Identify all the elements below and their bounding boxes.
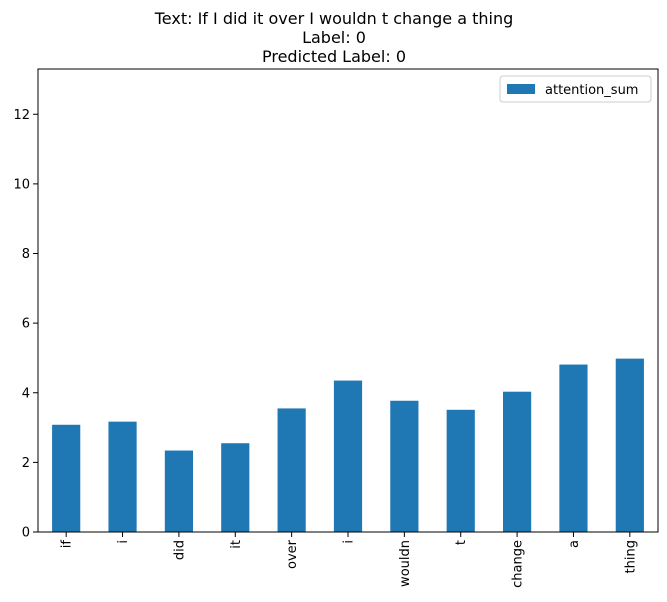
bar-1: [108, 421, 137, 532]
x-tick-label-1: i: [116, 540, 131, 544]
x-tick-label-6: wouldn: [398, 540, 413, 587]
bar-9: [559, 364, 588, 532]
y-tick-label-5: 10: [13, 177, 30, 192]
x-axis: if i did it over i wouldn t change a thing: [60, 532, 638, 588]
title-line-3: Predicted Label: 0: [262, 47, 406, 66]
bar-5: [333, 380, 363, 532]
x-tick-label-5: i: [342, 540, 357, 544]
bar-6: [390, 400, 419, 532]
title-line-2: Label: 0: [302, 28, 366, 47]
x-tick-label-10: thing: [623, 540, 638, 573]
y-tick-label-0: 0: [22, 526, 30, 541]
y-axis: 0 2 4 6 8 10 12: [13, 108, 38, 541]
bar-0: [52, 424, 81, 532]
bar-4: [277, 408, 306, 532]
title-line-1: Text: If I did it over I wouldn t change…: [154, 9, 514, 28]
bar-8: [503, 391, 532, 532]
legend-swatch: [507, 84, 535, 94]
legend-label: attention_sum: [545, 83, 638, 98]
legend: attention_sum: [499, 75, 652, 103]
x-tick-label-8: change: [511, 540, 526, 588]
bars-group: [52, 358, 644, 532]
x-tick-label-4: over: [285, 539, 300, 569]
legend-box: [499, 75, 652, 103]
x-tick-label-0: if: [60, 540, 75, 549]
x-tick-label-2: did: [172, 540, 187, 560]
y-tick-label-4: 8: [22, 247, 30, 262]
x-tick-label-7: t: [454, 540, 469, 545]
bar-2: [164, 450, 193, 532]
x-tick-label-9: a: [567, 540, 582, 548]
chart-title: Text: If I did it over I wouldn t change…: [154, 9, 514, 66]
x-tick-label-3: it: [229, 540, 244, 549]
plot-frame: [37, 68, 659, 533]
y-tick-label-6: 12: [13, 108, 30, 123]
y-tick-label-1: 2: [22, 456, 30, 471]
y-tick-label-2: 4: [22, 386, 30, 401]
bar-7: [446, 409, 475, 532]
bar-3: [221, 443, 250, 532]
y-tick-label-3: 6: [22, 317, 30, 332]
bar-10: [615, 358, 644, 532]
